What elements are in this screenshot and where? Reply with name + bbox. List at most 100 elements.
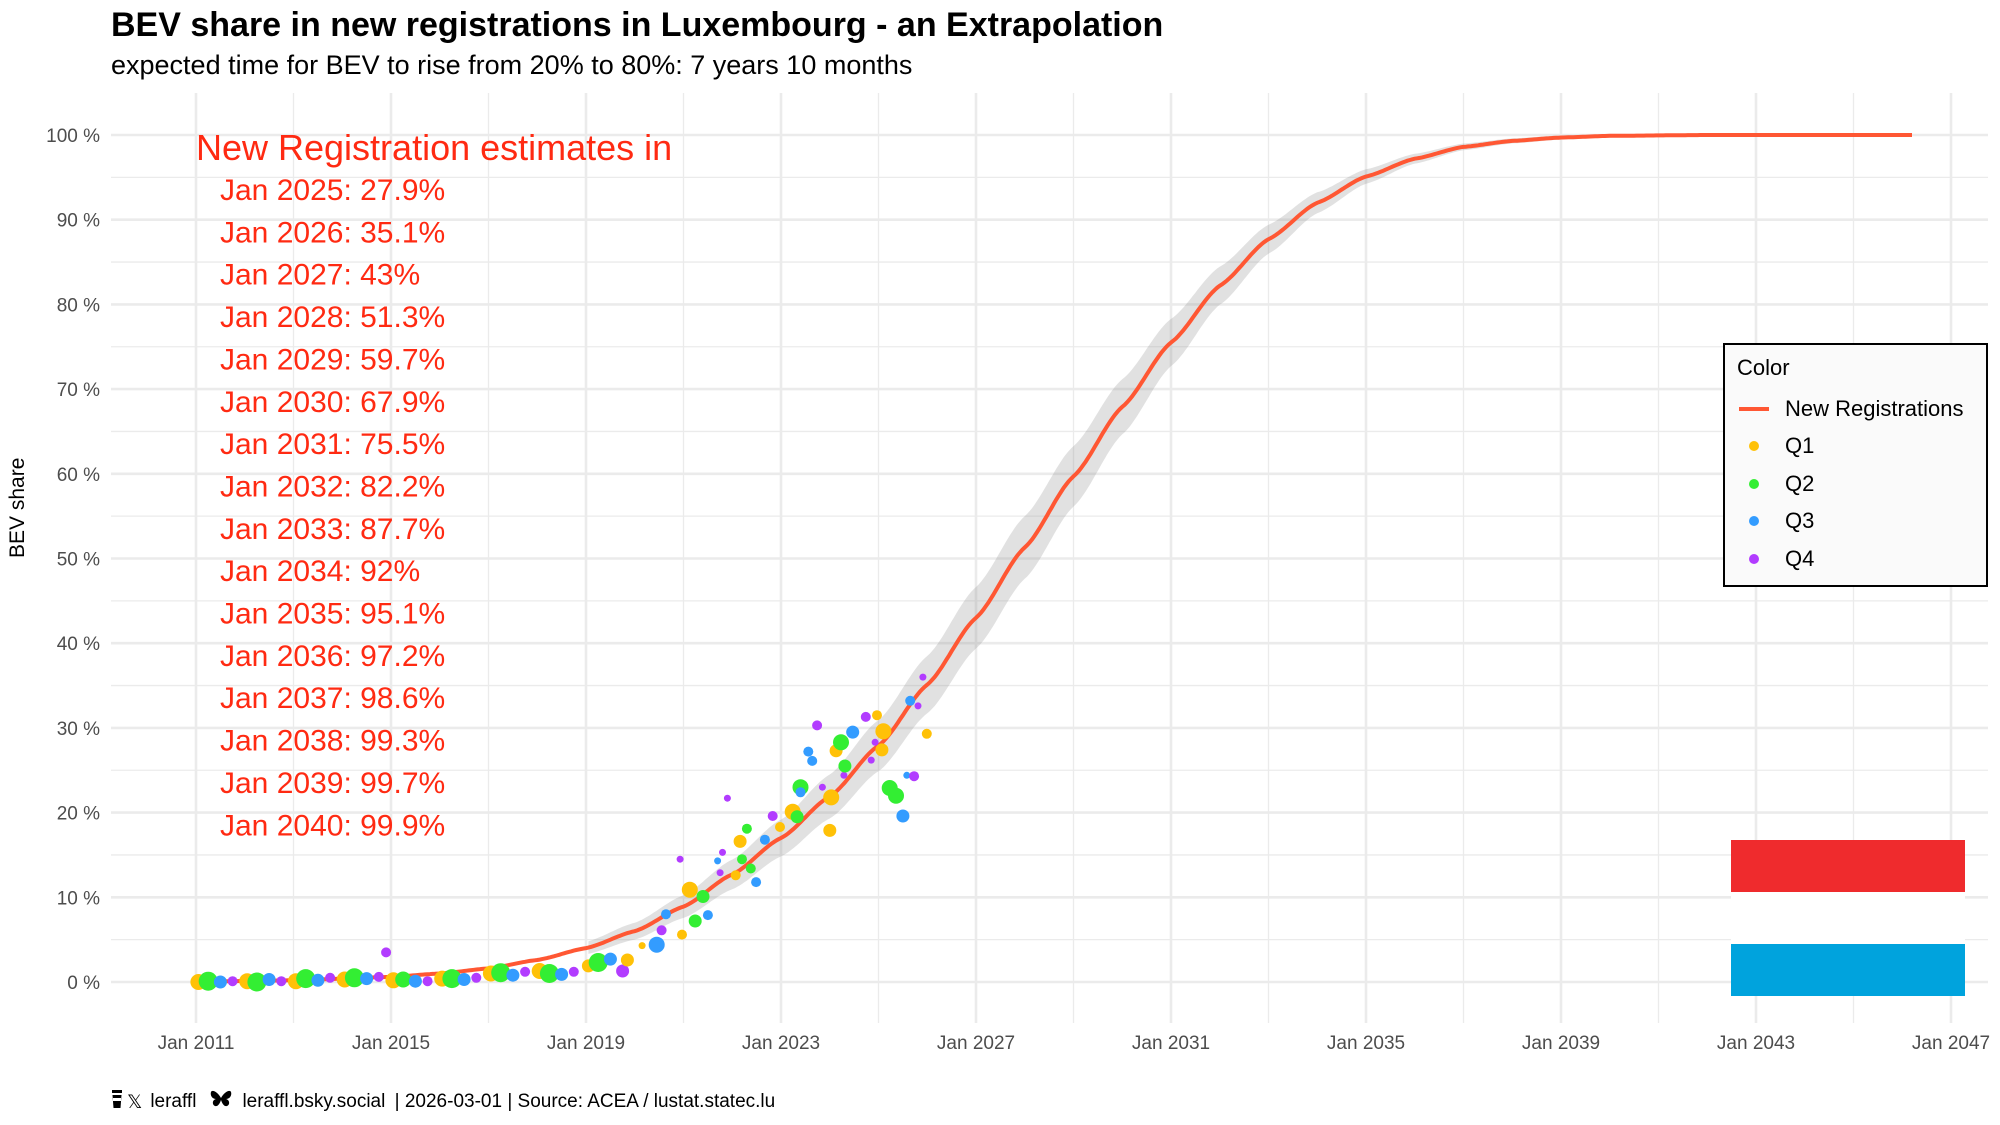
annotation-line: Jan 2039: 99.7% (220, 767, 445, 800)
data-point-q3 (408, 974, 422, 988)
data-point-q3 (457, 973, 471, 986)
y-tick-label: 20 % (57, 804, 100, 825)
y-tick-label: 0 % (67, 973, 100, 994)
annotation-line: Jan 2032: 82.2% (220, 470, 445, 503)
data-point-q1 (638, 942, 646, 950)
legend-dot-swatch (1749, 554, 1759, 564)
x-tick-label: Jan 2043 (1717, 1033, 1795, 1054)
data-point-q3 (846, 725, 860, 739)
legend-item-q4: Q4 (1737, 544, 1814, 574)
legend-label: New Registrations (1785, 396, 1964, 421)
data-point-q3 (759, 834, 770, 845)
data-point-q2 (833, 734, 849, 751)
data-point-q4 (818, 783, 826, 791)
data-point-q2 (344, 968, 364, 988)
data-point-q3 (603, 952, 617, 966)
data-point-q4 (767, 811, 778, 821)
x-tick-label: Jan 2023 (742, 1033, 820, 1054)
x-tick-labels: Jan 2011 Jan 2015 Jan 2019 Jan 2023 Jan 2027… (158, 1033, 1990, 1054)
data-point-q2 (247, 972, 267, 992)
data-point-q3 (262, 973, 276, 986)
data-point-q1 (823, 789, 840, 806)
data-point-q4 (520, 966, 531, 977)
flag-stripe (1731, 944, 1965, 996)
flag-stripe (1731, 892, 1965, 944)
data-point-q2 (442, 969, 462, 989)
y-tick-label: 80 % (57, 295, 100, 316)
data-point-q4 (719, 848, 726, 856)
x-tick-label: Jan 2035 (1327, 1033, 1405, 1054)
data-point-q3 (807, 755, 818, 766)
data-point-q2 (696, 890, 710, 903)
data-point-q1 (620, 953, 634, 967)
data-point-q3 (661, 909, 671, 920)
data-point-q1 (733, 834, 747, 848)
x-tick-label: Jan 2031 (1132, 1033, 1210, 1054)
x-tick-label: Jan 2047 (1912, 1033, 1990, 1054)
data-point-q3 (903, 771, 911, 779)
x-tick-label: Jan 2027 (937, 1033, 1015, 1054)
annotation-line: Jan 2025: 27.9% (220, 174, 445, 207)
scatter-points (190, 673, 932, 992)
legend-item-q1: Q1 (1737, 431, 1814, 461)
y-tick-label: 10 % (57, 888, 100, 909)
data-point-q1 (681, 881, 698, 898)
annotation-line: Jan 2033: 87.7% (220, 513, 445, 546)
data-point-q2 (491, 963, 511, 983)
y-tick-label: 60 % (57, 465, 100, 486)
data-point-q4 (381, 947, 392, 958)
data-point-q3 (555, 967, 569, 981)
data-point-q2 (198, 971, 218, 991)
y-tick-label: 30 % (57, 719, 100, 740)
data-point-q2 (539, 964, 559, 983)
chart-title: BEV share in new registrations in Luxemb… (111, 6, 1164, 44)
x-tick-label: Jan 2039 (1522, 1033, 1600, 1054)
y-tick-label: 40 % (57, 634, 100, 655)
flag-stripe (1731, 840, 1965, 892)
y-tick-label: 70 % (57, 380, 100, 401)
data-point-q3 (896, 809, 910, 823)
legend-dot-swatch (1749, 479, 1759, 489)
data-point-q2 (790, 810, 804, 824)
annotation-line: Jan 2035: 95.1% (220, 598, 445, 631)
x-logo-icon: 𝕏 (127, 1091, 143, 1113)
data-point-q4 (840, 771, 848, 779)
y-tick-labels: 0 % 10 % 20 % 30 % 40 % 50 % 60 % 70 % 80 % 90 % 1… (46, 126, 100, 994)
chart-subtitle: expected time for BEV to rise from 20% t… (111, 50, 913, 80)
caption-x-handle: leraffl (150, 1091, 197, 1112)
annotation-line: Jan 2038: 99.3% (220, 725, 445, 758)
x-tick-label: Jan 2015 (352, 1033, 430, 1054)
data-point-q4 (656, 925, 667, 936)
data-point-q1 (775, 822, 785, 832)
legend-dot-swatch (1749, 516, 1759, 526)
annotation-line: Jan 2040: 99.9% (220, 809, 445, 842)
data-point-q1 (730, 870, 741, 881)
data-point-q1 (677, 929, 687, 940)
annotation-line: Jan 2037: 98.6% (220, 682, 445, 715)
grid-lines (111, 93, 1988, 1023)
x-tick-label: Jan 2011 (158, 1033, 235, 1054)
data-point-q3 (714, 857, 722, 865)
data-point-q4 (471, 972, 482, 983)
data-point-q2 (838, 759, 852, 773)
data-point-q2 (741, 823, 752, 834)
data-point-q3 (751, 877, 762, 888)
legend-item-q2: Q2 (1737, 469, 1814, 499)
data-point-q1 (823, 823, 837, 837)
data-point-q4 (276, 976, 287, 987)
legend-dot-swatch (1749, 441, 1759, 451)
coffee-icon (111, 1089, 123, 1115)
legend: Color New Registrations Q1 Q2 Q3 Q4 (1723, 343, 1988, 587)
data-point-q2 (737, 854, 747, 865)
data-point-q3 (702, 910, 713, 921)
y-tick-label: 100 % (46, 126, 100, 147)
data-point-q4 (716, 869, 724, 877)
data-point-q2 (888, 787, 904, 804)
caption-bsky-handle: leraffl.bsky.social (242, 1091, 386, 1112)
data-point-q2 (588, 953, 608, 972)
butterfly-icon (210, 1090, 232, 1114)
data-point-q4 (871, 738, 879, 746)
y-tick-label: 90 % (57, 211, 100, 232)
data-point-q2 (688, 914, 702, 928)
